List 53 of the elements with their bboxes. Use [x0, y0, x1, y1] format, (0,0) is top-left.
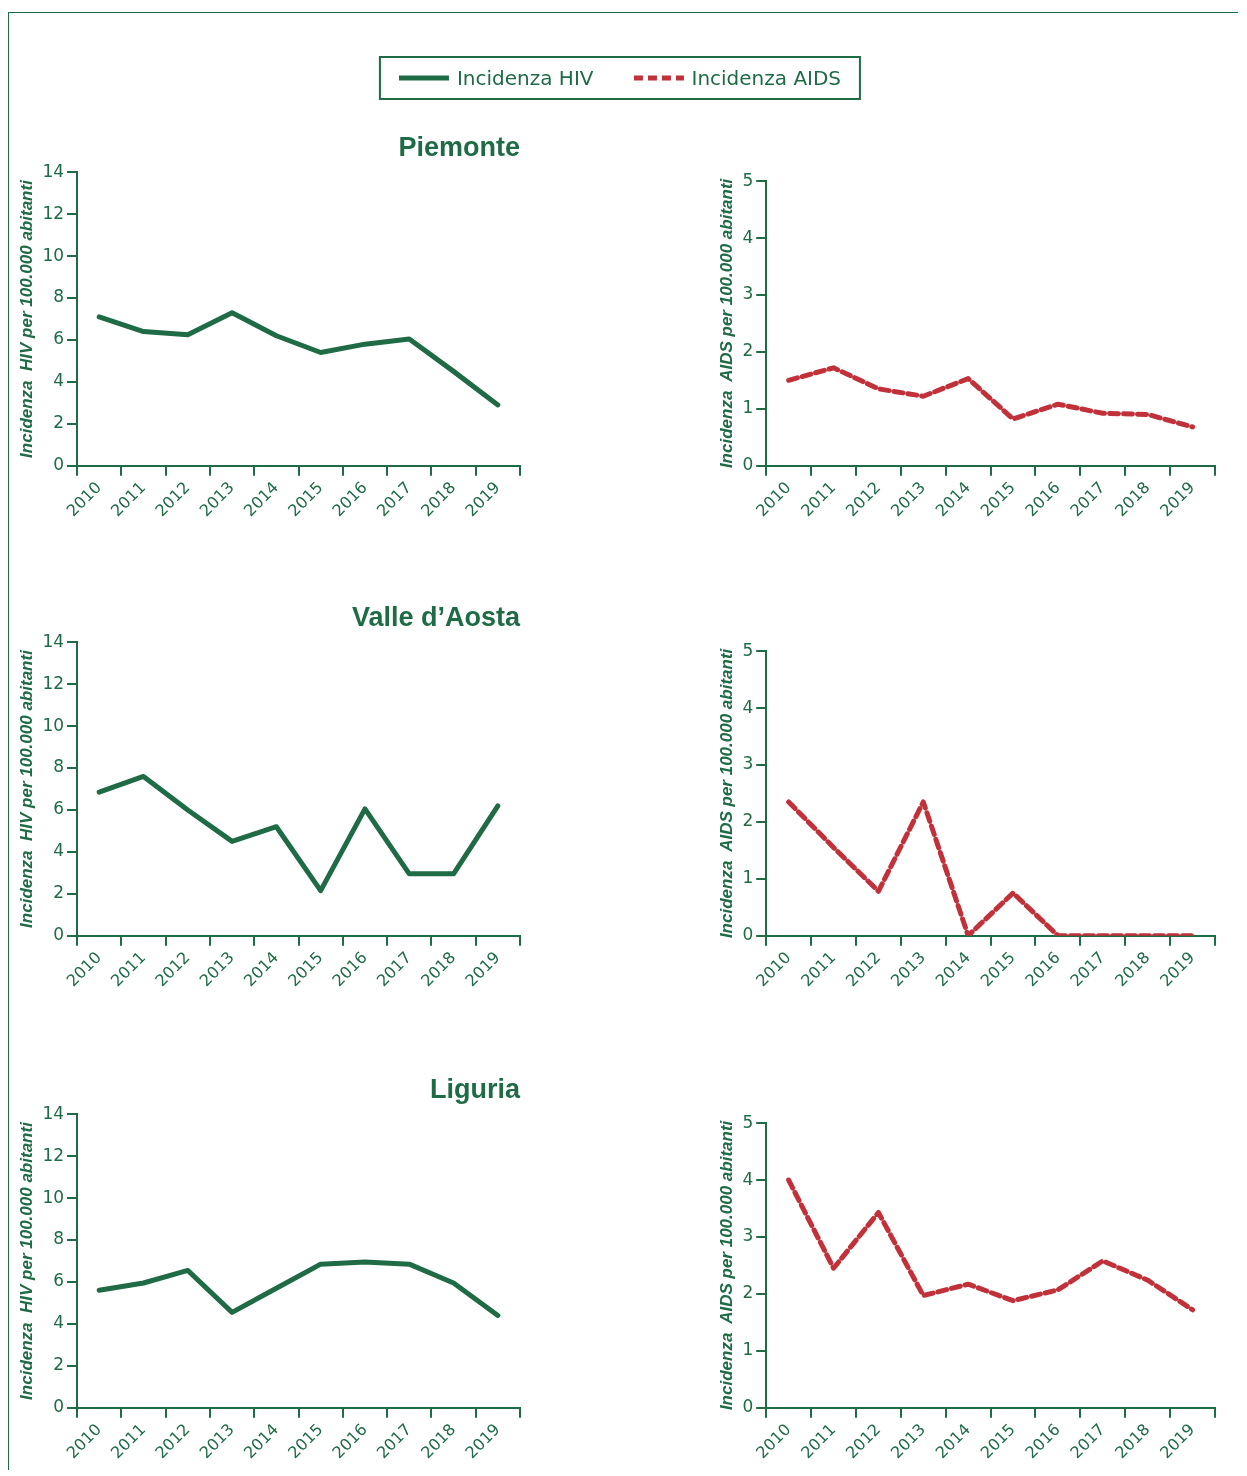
y-tick-label: 6	[53, 798, 65, 819]
y-tick-label: 0	[53, 454, 65, 475]
y-tick-label: 8	[53, 756, 65, 777]
y-tick-label: 4	[742, 696, 754, 717]
y-tick-label: 6	[53, 328, 65, 349]
y-tick-label: 3	[742, 753, 754, 774]
y-tick-label: 14	[42, 1102, 65, 1123]
y-axis-title: Incidenza AIDS per 100.000 abitanti	[716, 647, 736, 939]
y-tick-label: 0	[742, 1396, 754, 1417]
y-tick-label: 12	[42, 202, 65, 223]
y-tick-label: 4	[53, 840, 65, 861]
chart-title: Liguria	[429, 1073, 521, 1104]
y-axis-title: Incidenza AIDS per 100.000 abitanti	[716, 1119, 736, 1411]
y-tick-label: 4	[53, 1312, 65, 1333]
y-tick-label: 10	[42, 244, 65, 265]
chart-title: Valle d’Aosta	[351, 601, 521, 632]
y-tick-label: 10	[42, 1186, 65, 1207]
y-tick-label: 2	[53, 1354, 65, 1375]
y-tick-label: 2	[53, 882, 65, 903]
y-axis-title: Incidenza HIV per 100.000 abitanti	[16, 648, 36, 928]
y-tick-label: 0	[742, 924, 754, 945]
y-tick-label: 6	[53, 1270, 65, 1291]
y-tick-label: 4	[53, 370, 65, 391]
y-tick-label: 8	[53, 286, 65, 307]
y-axis-title: Incidenza HIV per 100.000 abitanti	[16, 178, 36, 458]
y-tick-label: 8	[53, 1228, 65, 1249]
y-tick-label: 2	[742, 810, 754, 831]
y-tick-label: 14	[42, 160, 65, 181]
y-tick-label: 12	[42, 672, 65, 693]
y-tick-label: 5	[742, 169, 754, 190]
y-tick-label: 2	[53, 412, 65, 433]
y-tick-label: 5	[742, 1111, 754, 1132]
y-tick-label: 3	[742, 283, 754, 304]
y-tick-label: 14	[42, 630, 65, 651]
y-tick-label: 1	[742, 397, 754, 418]
y-tick-label: 0	[742, 454, 754, 475]
chart-title: Piemonte	[398, 131, 520, 162]
y-tick-label: 0	[53, 924, 65, 945]
legend-label: Incidenza AIDS	[691, 66, 842, 90]
y-tick-label: 1	[742, 1339, 754, 1360]
y-tick-label: 12	[42, 1144, 65, 1165]
y-tick-label: 4	[742, 1168, 754, 1189]
y-tick-label: 1	[742, 867, 754, 888]
y-tick-label: 2	[742, 1282, 754, 1303]
y-tick-label: 4	[742, 226, 754, 247]
legend-label: Incidenza HIV	[456, 66, 594, 90]
y-tick-label: 2	[742, 340, 754, 361]
y-axis-title: Incidenza AIDS per 100.000 abitanti	[716, 177, 736, 469]
y-tick-label: 3	[742, 1225, 754, 1246]
y-axis-title: Incidenza HIV per 100.000 abitanti	[16, 1120, 36, 1400]
y-tick-label: 5	[742, 639, 754, 660]
y-tick-label: 0	[53, 1396, 65, 1417]
y-tick-label: 10	[42, 714, 65, 735]
